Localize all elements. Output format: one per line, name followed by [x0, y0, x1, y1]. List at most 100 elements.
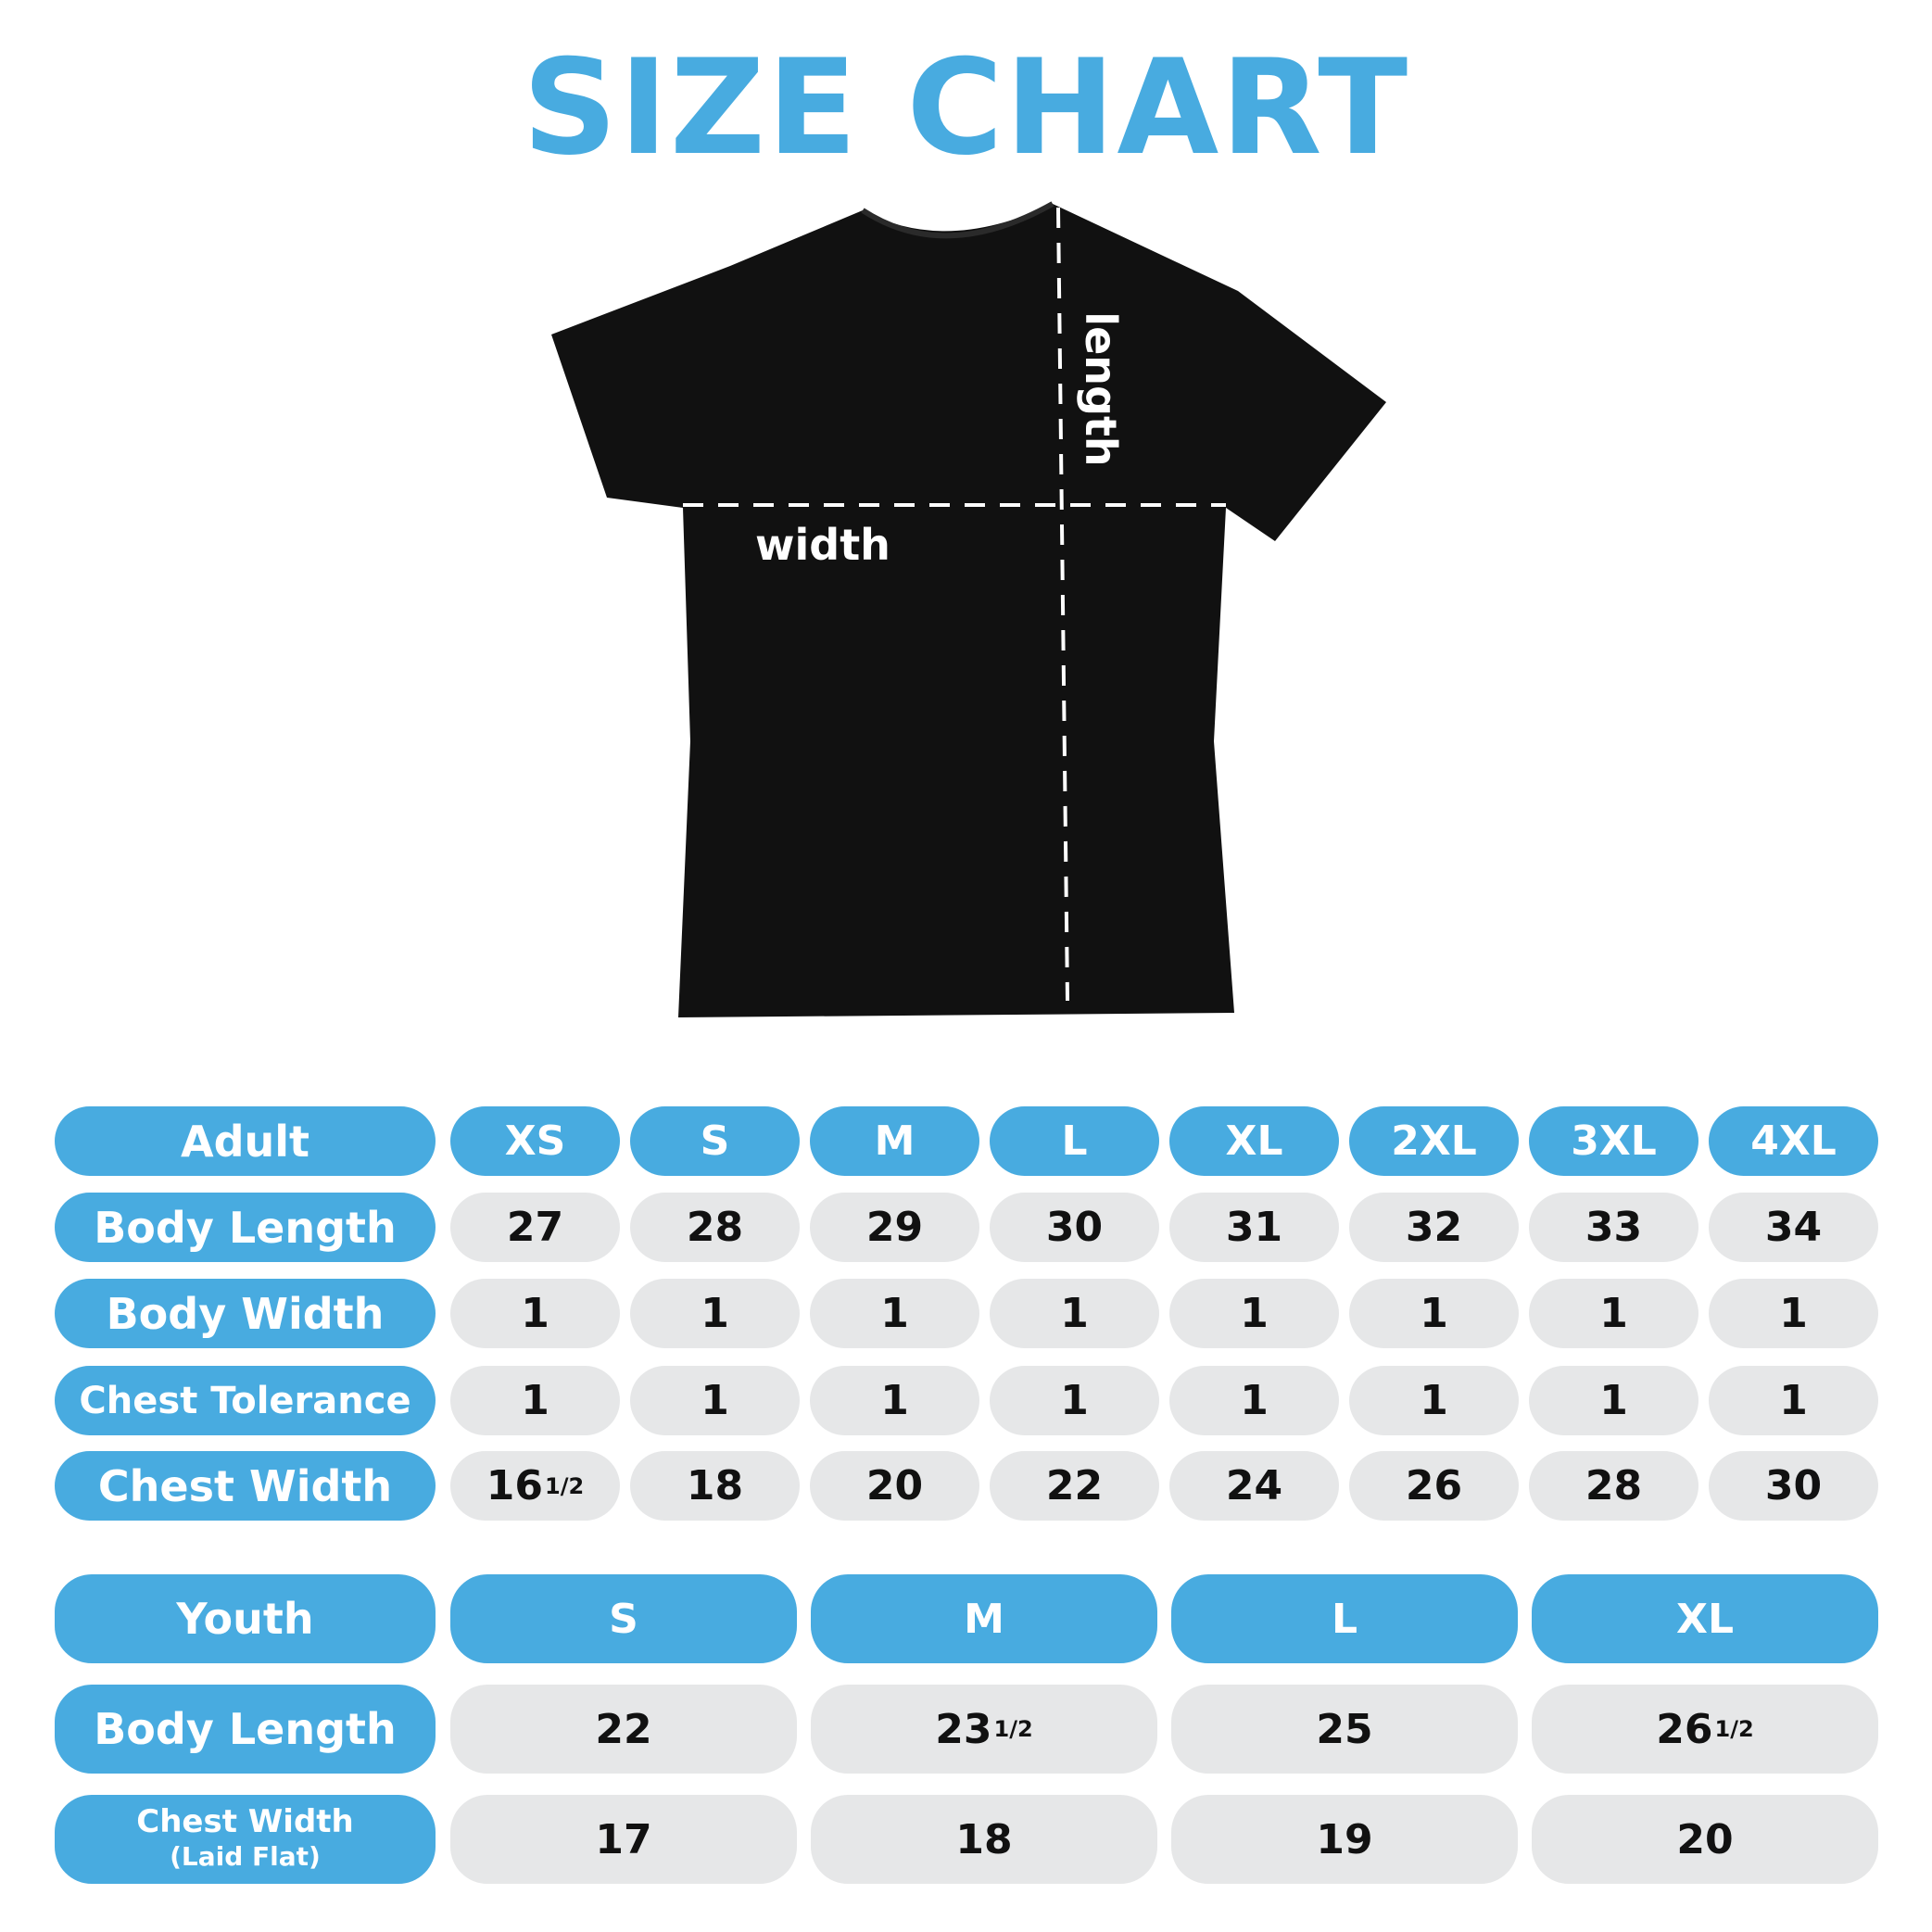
cell-value: 16 [486, 1462, 544, 1509]
size-label: L [1061, 1118, 1088, 1165]
cell-value: 1 [1599, 1290, 1628, 1337]
cell-value: 1 [1240, 1290, 1269, 1337]
cell-value: 1 [521, 1290, 549, 1337]
size-label: 4XL [1750, 1118, 1837, 1165]
page-title: SIZE CHART [522, 32, 1410, 184]
table-cell: 1 [450, 1279, 620, 1348]
table-cell: 25 [1171, 1685, 1518, 1774]
size-label: XL [1225, 1118, 1283, 1165]
table-cell: 24 [1169, 1451, 1339, 1521]
table-cell: 29 [810, 1193, 979, 1262]
table-cell: 1 [1709, 1366, 1878, 1435]
cell-value: 18 [686, 1462, 744, 1509]
table-cell: 1 [1529, 1279, 1698, 1348]
cell-value: 26 [1405, 1462, 1463, 1509]
tshirt-image [551, 204, 1386, 1017]
size-label: L [1331, 1595, 1358, 1643]
cell-fraction: 1/2 [1714, 1716, 1754, 1742]
table-cell: 1 [630, 1279, 800, 1348]
row-label-text: Chest Width [136, 1803, 354, 1840]
table-cell: 28 [1529, 1451, 1698, 1521]
table-cell: 1 [1349, 1279, 1519, 1348]
size-label: S [700, 1118, 730, 1165]
cell-value: 25 [1316, 1705, 1373, 1753]
cell-value: 33 [1585, 1204, 1643, 1251]
cell-value: 1 [1420, 1290, 1448, 1337]
table-cell: 22 [450, 1685, 797, 1774]
table-cell: 16 1/2 [450, 1451, 620, 1521]
table-cell: 31 [1169, 1193, 1339, 1262]
table-cell: 1 [1169, 1279, 1339, 1348]
table-header-label: Adult [180, 1116, 310, 1167]
size-label: XS [504, 1118, 566, 1165]
cell-value: 20 [1676, 1815, 1734, 1863]
size-header-l: L [990, 1106, 1159, 1176]
table-cell: 34 [1709, 1193, 1878, 1262]
row-label: Body Length [55, 1685, 436, 1774]
row-label-text: Body Length [94, 1704, 397, 1754]
table-cell: 23 1/2 [811, 1685, 1157, 1774]
size-label: 2XL [1391, 1118, 1477, 1165]
cell-value: 1 [1060, 1377, 1089, 1424]
table-cell: 30 [1709, 1451, 1878, 1521]
length-label: length [1076, 311, 1126, 466]
table-cell: 1 [990, 1366, 1159, 1435]
row-sublabel-text: (Laid Flat) [170, 1841, 321, 1872]
row-label: Chest Width (Laid Flat) [55, 1795, 436, 1884]
size-label: S [609, 1595, 638, 1643]
cell-value: 24 [1225, 1462, 1283, 1509]
table-cell: 1 [990, 1279, 1159, 1348]
cell-value: 1 [701, 1290, 729, 1337]
size-label: XL [1676, 1595, 1734, 1643]
cell-value: 26 [1656, 1705, 1713, 1753]
size-header-xl: XL [1532, 1574, 1878, 1663]
table-cell: 17 [450, 1795, 797, 1884]
size-header-m: M [810, 1106, 979, 1176]
cell-value: 19 [1316, 1815, 1373, 1863]
cell-value: 1 [1240, 1377, 1269, 1424]
cell-value: 23 [935, 1705, 992, 1753]
size-header-m: M [811, 1574, 1157, 1663]
table-cell: 1 [630, 1366, 800, 1435]
table-cell: 20 [810, 1451, 979, 1521]
row-label-text: Body Length [94, 1202, 397, 1253]
row-label: Chest Tolerance [55, 1366, 436, 1435]
table-cell: 1 [450, 1366, 620, 1435]
size-label: M [964, 1595, 1004, 1643]
table-cell: 26 1/2 [1532, 1685, 1878, 1774]
table-cell: 32 [1349, 1193, 1519, 1262]
row-label: Chest Width [55, 1451, 436, 1521]
table-cell: 19 [1171, 1795, 1518, 1884]
cell-value: 29 [865, 1204, 924, 1251]
table-cell: 1 [1349, 1366, 1519, 1435]
cell-value: 34 [1764, 1204, 1823, 1251]
cell-value: 1 [880, 1290, 909, 1337]
youth-header: Youth [55, 1574, 436, 1663]
tshirt-collar [861, 201, 1054, 239]
cell-value: 1 [1420, 1377, 1448, 1424]
size-label: 3XL [1571, 1118, 1657, 1165]
table-cell: 27 [450, 1193, 620, 1262]
cell-value: 1 [521, 1377, 549, 1424]
cell-value: 1 [1779, 1290, 1808, 1337]
cell-value: 22 [1045, 1462, 1104, 1509]
size-header-l: L [1171, 1574, 1518, 1663]
cell-value: 28 [686, 1204, 744, 1251]
cell-value: 28 [1585, 1462, 1643, 1509]
table-cell: 1 [1529, 1366, 1698, 1435]
table-cell: 33 [1529, 1193, 1698, 1262]
size-header-xs: XS [450, 1106, 620, 1176]
row-label-text: Chest Tolerance [79, 1379, 411, 1422]
size-header-3xl: 3XL [1529, 1106, 1698, 1176]
cell-value: 17 [595, 1815, 652, 1863]
cell-value: 1 [880, 1377, 909, 1424]
cell-value: 31 [1225, 1204, 1283, 1251]
cell-value: 18 [955, 1815, 1013, 1863]
tshirt-diagram: length width [551, 201, 1386, 1017]
cell-value: 32 [1405, 1204, 1463, 1251]
size-header-xl: XL [1169, 1106, 1339, 1176]
cell-value: 1 [1779, 1377, 1808, 1424]
cell-value: 1 [1060, 1290, 1089, 1337]
row-label-text: Chest Width [97, 1460, 393, 1511]
size-header-s: S [450, 1574, 797, 1663]
